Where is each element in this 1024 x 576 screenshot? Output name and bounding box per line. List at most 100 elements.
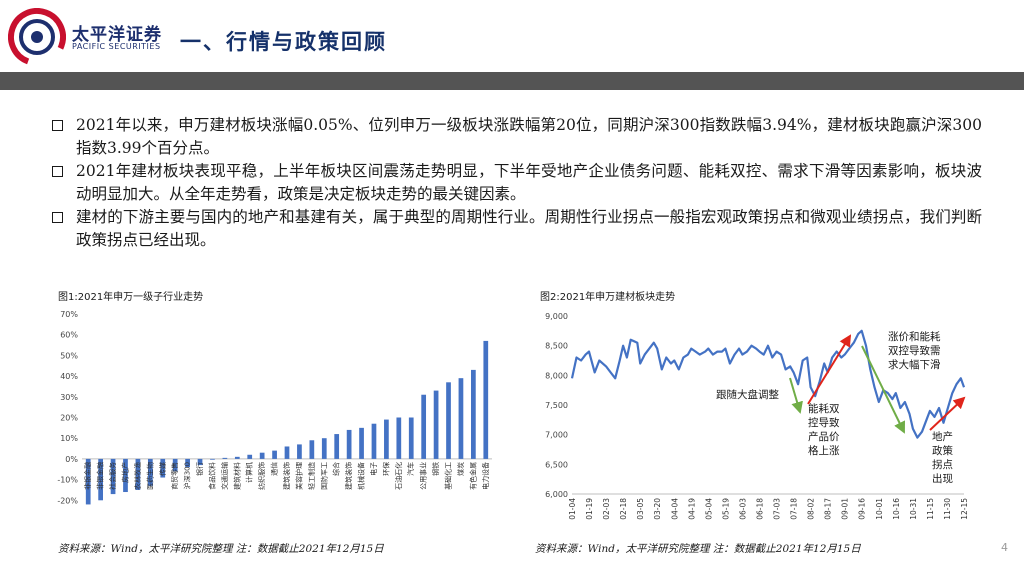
y-tick-label: 6,500 [545, 460, 568, 469]
category-label: 基础化工 [444, 462, 453, 490]
bar [185, 458, 190, 468]
category-label: 建筑材料 [232, 462, 241, 490]
category-label: 综合 [332, 462, 341, 476]
figure-2-title: 图2:2021年申万建材板块走势 [540, 292, 676, 303]
green-arrow [861, 345, 906, 434]
category-label: 机械设备 [357, 462, 366, 490]
figure-2-source: 资料来源：Wind，太平洋研究院整理 注：数据截止2021年12月15日 [535, 543, 861, 555]
x-tick-label: 09-16 [858, 498, 867, 520]
bar [172, 458, 178, 472]
bar [135, 458, 141, 490]
category-label: 石油石化 [394, 462, 403, 490]
bar [284, 446, 290, 459]
x-tick-label: 09-01 [841, 498, 850, 520]
y-tick-label: 0% [65, 455, 78, 464]
category-label: 社会服务 [108, 462, 117, 490]
x-tick-label: 04-04 [670, 498, 679, 520]
bullet-item: 2021年建材板块表现平稳，上半年板块区间震荡走势明显，下半年受地产企业债务问题… [52, 160, 982, 206]
category-label: 汽车 [406, 462, 415, 476]
building-materials-line-chart: 9,000 8,500 8,000 7,500 7,000 6,500 6,00001-04… [545, 312, 969, 520]
category-label: 电子 [369, 462, 378, 476]
bar [297, 444, 302, 459]
x-tick-label: 01-04 [568, 498, 577, 520]
logo-text-en: PACIFIC SECURITIES [72, 42, 161, 51]
y-tick-label: 60% [60, 331, 78, 340]
annotation-market-adjust: 跟随大盘调整 [716, 388, 779, 401]
category-label: 食品饮料 [207, 462, 216, 490]
logo-text-cn: 太平洋证券 [72, 25, 162, 45]
square-bullet-icon [52, 120, 63, 131]
category-label: 传媒 [158, 462, 167, 476]
bar [408, 417, 414, 459]
bar [446, 382, 451, 459]
bullet-text: 2021年以来，申万建材板块涨幅0.05%、位列申万一级板块涨跌幅第20位，同期… [76, 116, 982, 157]
annotation-energy-control: 能耗双控导致产品价格上涨 [808, 402, 840, 457]
bar [421, 394, 427, 459]
bar [471, 369, 476, 459]
page-title: 一、行情与政策回顾 [180, 30, 387, 54]
series-line [570, 329, 966, 439]
y-tick-label: 9,000 [545, 312, 568, 321]
bar [371, 423, 377, 459]
x-tick-label: 05-19 [721, 498, 730, 520]
category-label: 环保 [381, 462, 390, 476]
page-number: 4 [1001, 541, 1008, 554]
bullet-item: 2021年以来，申万建材板块涨幅0.05%、位列申万一级板块涨跌幅第20位，同期… [52, 114, 982, 160]
x-tick-label: 08-02 [807, 498, 816, 520]
green-arrow [789, 377, 803, 414]
category-label: 国防军工 [319, 462, 328, 490]
bar [321, 438, 327, 459]
bar [483, 340, 489, 459]
x-tick-label: 07-18 [790, 498, 799, 520]
bar [147, 458, 153, 486]
bar [210, 458, 215, 460]
y-tick-label: 40% [60, 372, 78, 381]
x-tick-label: 12-15 [960, 498, 969, 520]
bar [272, 450, 277, 459]
x-tick-label: 11-15 [926, 498, 935, 520]
y-tick-label: 20% [60, 414, 78, 423]
bar [247, 454, 253, 459]
y-tick-label: 8,000 [545, 371, 568, 380]
category-label: 电力设备 [481, 462, 490, 490]
bar [222, 457, 228, 459]
x-tick-label: 10-31 [909, 498, 918, 520]
x-tick-label: 08-17 [824, 498, 833, 520]
x-tick-label: 01-19 [585, 498, 594, 520]
category-label: 纺织服饰 [257, 462, 266, 490]
figure-1-title: 图1:2021年申万一级子行业走势 [58, 292, 204, 303]
y-tick-label: -10% [57, 476, 78, 485]
category-label: 医药生物 [145, 462, 154, 490]
bar [334, 434, 340, 459]
y-tick-label: 50% [60, 351, 78, 360]
bar [110, 458, 116, 495]
bullet-text: 2021年建材板块表现平稳，上半年板块区间震荡走势明显，下半年受地产企业债务问题… [76, 162, 982, 203]
bar [98, 458, 103, 501]
category-label: 沪深300 [183, 462, 192, 489]
category-label: 建筑装饰 [282, 462, 291, 490]
category-label: 煤炭 [456, 462, 465, 476]
category-label: 建筑装饰 [344, 462, 353, 490]
industry-bar-chart: 70%60%50%40%30%20%10%0%-10%-20%-30%非银金融非… [57, 310, 492, 505]
x-tick-label: 11-30 [943, 498, 952, 520]
x-tick-label: 03-05 [636, 498, 645, 520]
category-label: 公用事业 [419, 462, 428, 490]
y-tick-label: -20% [57, 496, 78, 505]
pacific-securities-logo-icon [8, 8, 66, 66]
x-tick-label: 05-04 [704, 498, 713, 520]
category-label: 美容护理 [294, 462, 303, 490]
category-label: 农林牧渔 [133, 462, 142, 490]
bar [234, 456, 240, 459]
category-label: 计算机 [245, 462, 254, 483]
category-label: 银行 [195, 462, 204, 476]
bar [259, 452, 265, 459]
category-label: 交通运输 [220, 462, 229, 490]
y-tick-label: 7,500 [545, 401, 568, 410]
bar [346, 429, 352, 459]
x-tick-label: 02-18 [619, 498, 628, 520]
bar [384, 419, 389, 459]
bullet-text: 建材的下游主要与国内的地产和基建有关，属于典型的周期性行业。周期性行业拐点一般指… [76, 208, 982, 249]
x-tick-label: 04-19 [687, 498, 696, 520]
x-tick-label: 07-03 [773, 498, 782, 520]
x-tick-label: 06-18 [755, 498, 764, 520]
